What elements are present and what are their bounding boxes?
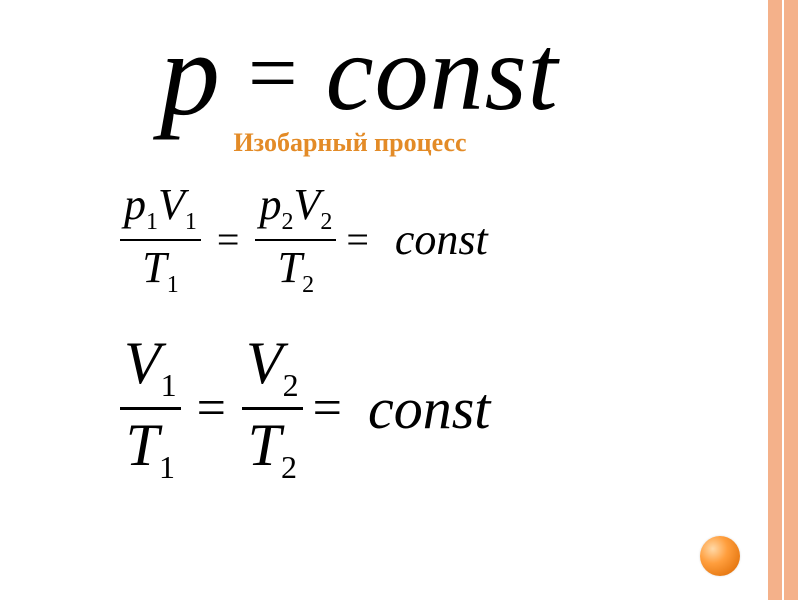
decor-stripe-right-2 xyxy=(784,0,798,600)
bot-f1-den: T xyxy=(126,412,159,478)
mid-frac-1: p1V1 T1 xyxy=(120,182,201,298)
mid-f1-den-sub: 1 xyxy=(167,272,179,298)
slide-content: p = const Изобарный процесс p1V1 T1 = p2… xyxy=(0,0,760,484)
mid-f2-den: T xyxy=(278,243,302,292)
bot-eq-op2: = xyxy=(313,379,342,438)
mid-f1-num-a-sub: 1 xyxy=(146,209,158,235)
main-eq-rhs: const xyxy=(326,20,559,128)
bot-equation: V1 T1 = V2 T2 = const xyxy=(120,332,720,484)
mid-eq-op2: = xyxy=(346,216,369,263)
main-eq-operator: = xyxy=(248,30,298,118)
bot-f1-num-sub: 1 xyxy=(161,367,177,403)
bot-eq-rhs: const xyxy=(368,375,490,442)
mid-f1-den: T xyxy=(142,243,166,292)
bot-f2-den: T xyxy=(248,412,281,478)
mid-f2-num-b: V xyxy=(293,180,320,229)
bot-f2-num: V xyxy=(246,330,283,396)
bot-eq-op1: = xyxy=(197,379,226,438)
mid-f2-num-a: p xyxy=(259,180,281,229)
bot-f2-den-sub: 2 xyxy=(281,449,297,485)
main-equation: p = const xyxy=(160,14,720,134)
fraction-bar xyxy=(242,407,303,410)
mid-equation: p1V1 T1 = p2V2 T2 = const xyxy=(120,182,720,298)
mid-f2-den-sub: 2 xyxy=(302,272,314,298)
decor-stripe-right-1 xyxy=(768,0,782,600)
main-eq-lhs: p xyxy=(160,14,220,134)
bot-frac-1: V1 T1 xyxy=(120,332,181,484)
slide-subtitle: Изобарный процесс xyxy=(0,128,720,158)
bot-f2-num-sub: 2 xyxy=(283,367,299,403)
mid-eq-rhs: const xyxy=(395,214,488,265)
bot-f1-den-sub: 1 xyxy=(159,449,175,485)
fraction-bar xyxy=(120,407,181,410)
slide-nav-dot[interactable] xyxy=(700,536,740,576)
mid-f1-num-b: V xyxy=(158,180,185,229)
mid-f2-num-a-sub: 2 xyxy=(281,209,293,235)
bot-frac-2: V2 T2 xyxy=(242,332,303,484)
mid-f1-num-b-sub: 1 xyxy=(185,209,197,235)
mid-f2-num-b-sub: 2 xyxy=(320,209,332,235)
bot-f1-num: V xyxy=(124,330,161,396)
fraction-bar xyxy=(120,239,201,241)
mid-frac-2: p2V2 T2 xyxy=(255,182,336,298)
mid-eq-op1: = xyxy=(217,216,240,263)
mid-f1-num-a: p xyxy=(124,180,146,229)
fraction-bar xyxy=(255,239,336,241)
